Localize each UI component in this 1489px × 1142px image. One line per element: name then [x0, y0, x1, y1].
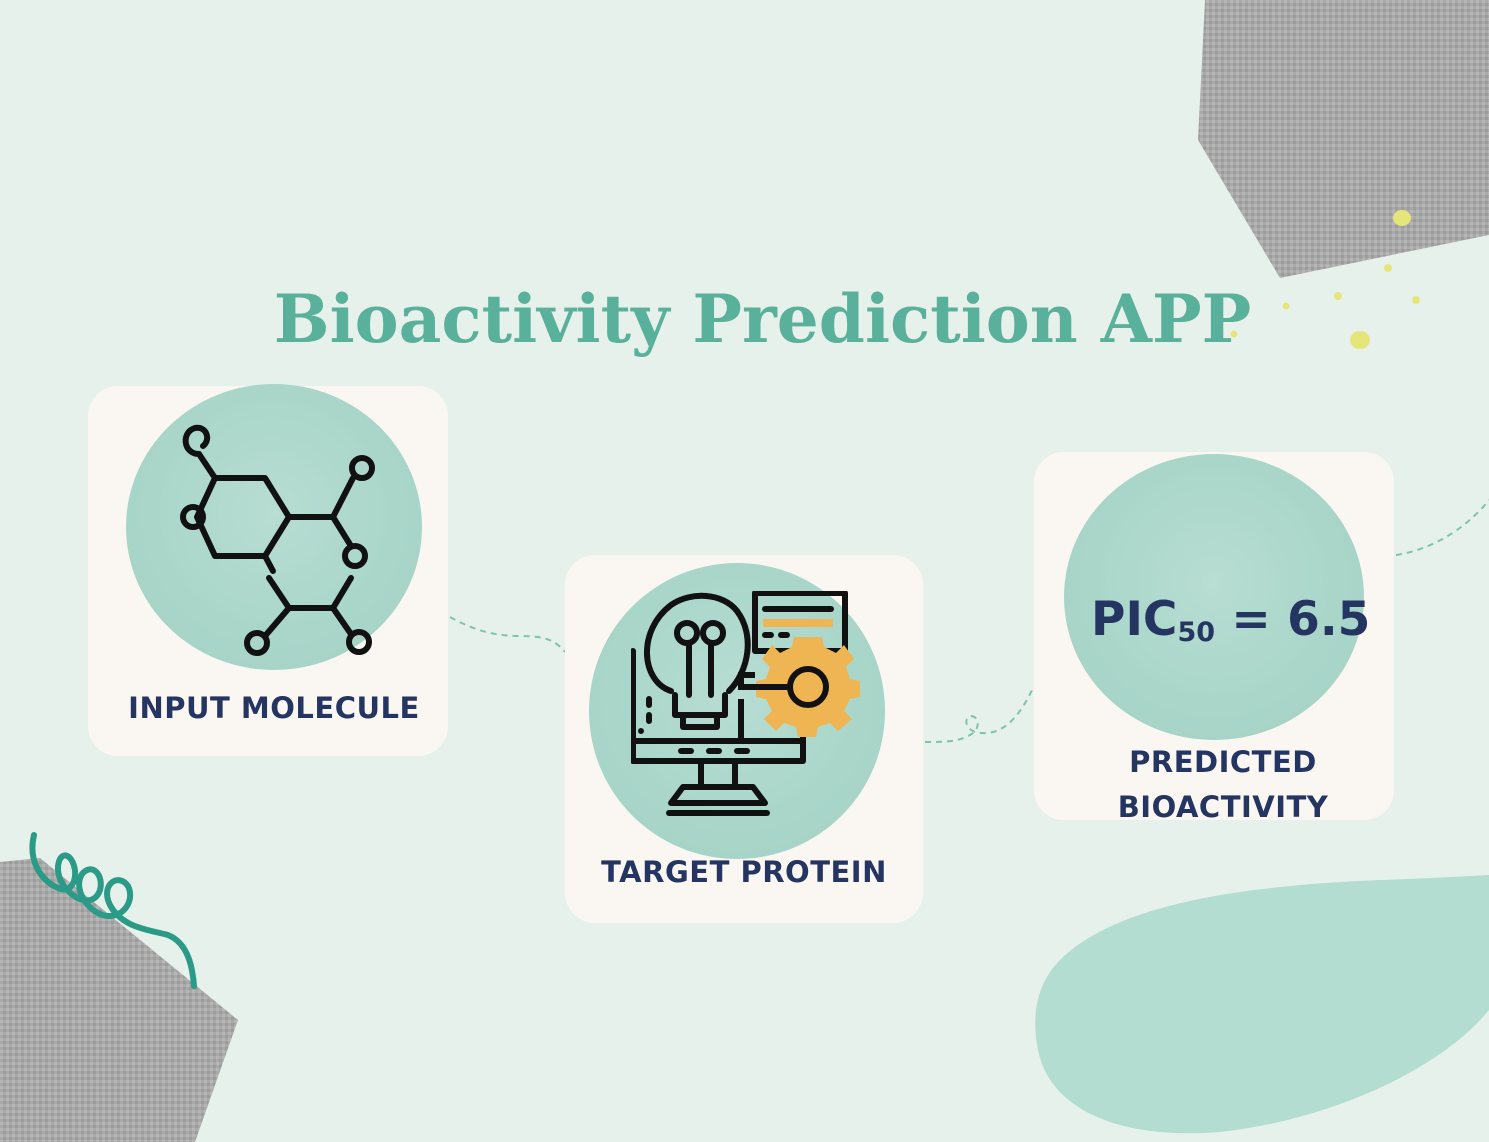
- yellow-dots: [1230, 210, 1420, 349]
- dashed-connectors: [449, 499, 1489, 743]
- input-molecule-card: INPUT MOLECULE: [88, 384, 448, 756]
- gray-rock-bottom-left: [0, 858, 238, 1142]
- input-molecule-label: INPUT MOLECULE: [128, 691, 420, 725]
- target-protein-card: TARGET PROTEIN: [565, 555, 923, 923]
- pic50-value: PIC50 = 6.5: [1091, 592, 1371, 648]
- predicted-bioactivity-label: PREDICTED BIOACTIVITY: [1034, 740, 1412, 830]
- mint-blob-bottom-right: [1035, 875, 1489, 1134]
- molecule-icon: [180, 424, 375, 656]
- card-blob: [1064, 454, 1364, 740]
- gray-rock-top-right: [1198, 0, 1489, 278]
- label-line-1: PREDICTED: [1129, 745, 1317, 779]
- target-protein-label: TARGET PROTEIN: [601, 855, 887, 889]
- page-title: Bioactivity Prediction APP: [273, 280, 1252, 358]
- predicted-bioactivity-card: PIC50 = 6.5 PREDICTED BIOACTIVITY: [1034, 452, 1394, 824]
- computer-lightbulb-gear-icon: [631, 591, 860, 816]
- label-line-2: BIOACTIVITY: [1117, 790, 1329, 824]
- teal-squiggle: [29, 832, 197, 989]
